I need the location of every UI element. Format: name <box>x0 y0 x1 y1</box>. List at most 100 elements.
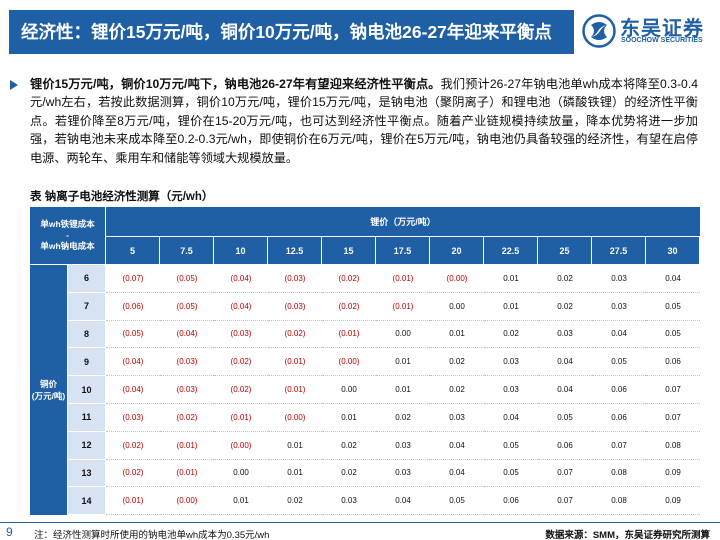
table-cell: 0.01 <box>322 404 376 432</box>
corner-mid-label: - <box>66 230 69 240</box>
lithium-price-col-header: 7.5 <box>160 237 213 264</box>
table-cell: (0.03) <box>160 376 214 404</box>
copper-price-row-header: 6 <box>68 265 105 292</box>
copper-price-row-header: 10 <box>68 376 105 403</box>
copper-price-row-header: 7 <box>68 292 105 320</box>
table-cell: 0.03 <box>322 487 376 516</box>
lithium-price-col-header: 10 <box>214 237 267 264</box>
table-cell: 0.08 <box>646 432 700 460</box>
table-cell: 0.03 <box>484 376 538 404</box>
table-cell: (0.00) <box>160 487 214 516</box>
table-cell: 0.06 <box>538 432 592 460</box>
table-cell: 0.00 <box>214 460 268 488</box>
table-cell: (0.04) <box>214 265 268 293</box>
company-logo: 东吴证券 SOOCHOW SECURITIES <box>582 12 718 52</box>
table-cell: (0.05) <box>106 321 160 349</box>
table-cell: (0.01) <box>322 321 376 349</box>
table-cell: 0.02 <box>430 376 484 404</box>
lithium-price-group-header: 锂价（万元/吨） <box>106 207 700 236</box>
soochow-logo-icon <box>582 14 616 48</box>
table-cell: (0.02) <box>106 460 160 488</box>
table-cell: (0.01) <box>106 487 160 516</box>
table-cell: (0.02) <box>160 404 214 432</box>
table-cell: 0.05 <box>592 348 646 377</box>
table-cell: 0.07 <box>646 404 700 432</box>
table-cell: 0.00 <box>322 376 376 404</box>
table-cell: (0.01) <box>214 404 268 432</box>
table-cell: 0.06 <box>646 348 700 377</box>
table-cell: 0.07 <box>538 487 592 516</box>
table-cell: 0.02 <box>430 348 484 377</box>
table-cell: 0.02 <box>538 265 592 293</box>
copper-price-row-header: 12 <box>68 431 105 459</box>
table-cell: (0.00) <box>268 404 322 432</box>
body-paragraph: 锂价15万元/吨，铜价10万元/吨下，钠电池26-27年有望迎来经济性平衡点。我… <box>30 75 698 167</box>
table-cell: (0.07) <box>106 265 160 293</box>
lithium-price-col-header: 30 <box>646 237 699 264</box>
table-cell: 0.01 <box>214 487 268 516</box>
economics-table: 单wh铁锂成本 - 单wh钠电成本 锂价（万元/吨） 5 7.5 10 12.5 15 17.5 2… <box>30 207 700 516</box>
table-cell: 0.02 <box>322 432 376 460</box>
table-cell: 0.02 <box>322 460 376 488</box>
table-cell: (0.04) <box>106 376 160 404</box>
table-cell: 0.07 <box>592 432 646 460</box>
table-cell: (0.04) <box>214 293 268 321</box>
table-cell: 0.04 <box>592 321 646 349</box>
copper-price-group-label: 铜价 (万元/吨) <box>30 265 67 516</box>
table-cell: 0.03 <box>376 460 430 488</box>
table-cell: 0.02 <box>376 404 430 432</box>
table-cell: 0.04 <box>430 460 484 488</box>
corner-bottom-label: 单wh钠电成本 <box>40 241 95 251</box>
lithium-price-col-header: 15 <box>322 237 375 264</box>
table-cell: 0.09 <box>646 487 700 516</box>
table-cell: 0.03 <box>376 432 430 460</box>
data-source: 数据来源：SMM，东吴证券研究所测算 <box>545 530 710 540</box>
copper-price-row-header: 14 <box>68 487 105 515</box>
table-cell: 0.05 <box>484 460 538 488</box>
copper-price-row-header: 8 <box>68 320 105 348</box>
table-cell: (0.04) <box>160 321 214 349</box>
lithium-price-col-header: 12.5 <box>268 237 321 264</box>
bullet-icon <box>10 80 18 90</box>
table-cell: 0.04 <box>538 376 592 404</box>
table-cell: (0.00) <box>322 348 376 377</box>
table-cell: 0.04 <box>646 265 700 293</box>
table-cell: 0.08 <box>592 487 646 516</box>
table-cell: 0.06 <box>484 487 538 516</box>
table-cell: (0.02) <box>322 265 376 293</box>
table-cell: (0.03) <box>268 293 322 321</box>
table-cell: 0.04 <box>430 432 484 460</box>
table-cell: 0.02 <box>268 487 322 516</box>
table-cell: 0.04 <box>376 487 430 516</box>
table-cell: (0.02) <box>268 321 322 349</box>
lithium-price-col-header: 17.5 <box>376 237 429 264</box>
lithium-price-col-header: 22.5 <box>484 237 537 264</box>
table-cell: (0.00) <box>430 265 484 293</box>
lithium-price-col-header: 20 <box>430 237 483 264</box>
table-cell: 0.05 <box>538 404 592 432</box>
table-cell: 0.03 <box>592 293 646 321</box>
body-lead: 锂价15万元/吨，铜价10万元/吨下，钠电池26-27年有望迎来经济性平衡点。 <box>30 77 441 91</box>
table-cell: (0.05) <box>160 293 214 321</box>
table-cell: (0.02) <box>214 348 268 377</box>
table-cell: (0.03) <box>106 404 160 432</box>
table-cell: (0.03) <box>268 265 322 293</box>
table-cell: 0.05 <box>646 321 700 349</box>
table-cell: 0.07 <box>538 460 592 488</box>
table-cell: 0.05 <box>484 432 538 460</box>
corner-top-label: 单wh铁锂成本 <box>40 219 95 229</box>
page-number: 9 <box>6 525 13 539</box>
table-cell: 0.03 <box>592 265 646 293</box>
table-cell: (0.01) <box>376 293 430 321</box>
table-cell: 0.01 <box>376 348 430 377</box>
table-cell: (0.01) <box>376 265 430 293</box>
table-cell: 0.06 <box>592 376 646 404</box>
body-text: 我们预计26-27年钠电池单wh成本将降至0.3-0.4元/wh左右，若按此数据… <box>30 77 698 165</box>
title-banner: 经济性：锂价15万元/吨，铜价10万元/吨，钠电池26-27年迎来平衡点 <box>9 10 574 54</box>
table-cell: 0.04 <box>484 404 538 432</box>
table-cell: (0.01) <box>160 432 214 460</box>
table-cell: (0.01) <box>268 376 322 404</box>
table-cell: 0.08 <box>592 460 646 488</box>
table-cell: 0.03 <box>538 321 592 349</box>
table-cell: (0.02) <box>322 293 376 321</box>
